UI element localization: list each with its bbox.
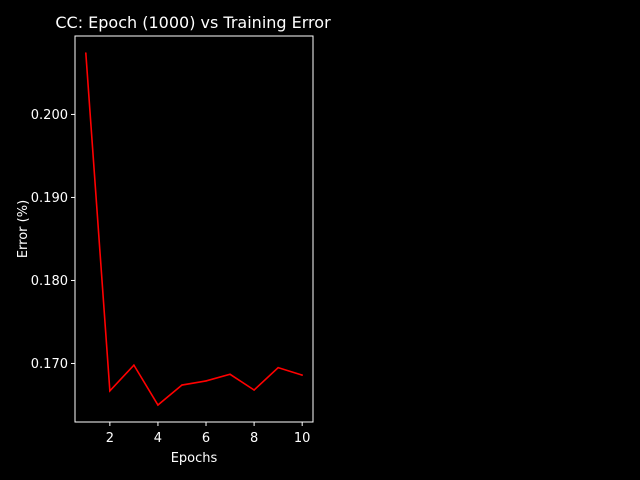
data-points <box>85 52 303 406</box>
y-tick-label: 0.200 <box>31 108 68 123</box>
x-axis: 2 4 6 8 10 <box>106 422 311 446</box>
chart-title: CC: Epoch (1000) vs Training Error <box>55 13 331 32</box>
x-tick-label: 4 <box>154 431 162 446</box>
x-axis-label: Epochs <box>171 451 218 466</box>
data-point <box>253 389 255 391</box>
data-point <box>205 380 207 382</box>
y-tick-label: 0.170 <box>31 357 68 372</box>
y-tick-label: 0.180 <box>31 274 68 289</box>
series-line <box>85 52 303 407</box>
data-point <box>157 404 159 406</box>
y-axis-label: Error (%) <box>16 200 31 258</box>
data-point <box>181 384 183 386</box>
data-point <box>109 390 111 392</box>
x-tick-label: 10 <box>294 431 311 446</box>
data-point <box>301 374 303 376</box>
data-point <box>229 373 231 376</box>
x-tick-label: 8 <box>250 431 258 446</box>
data-point <box>277 366 279 369</box>
y-tick-label: 0.190 <box>31 191 68 206</box>
plot-area <box>74 35 314 423</box>
data-point <box>133 364 135 366</box>
x-tick-label: 2 <box>106 431 114 446</box>
data-point <box>85 52 87 54</box>
x-tick-label: 6 <box>202 431 210 446</box>
y-axis: 0.170 0.180 0.190 0.200 <box>31 108 75 372</box>
